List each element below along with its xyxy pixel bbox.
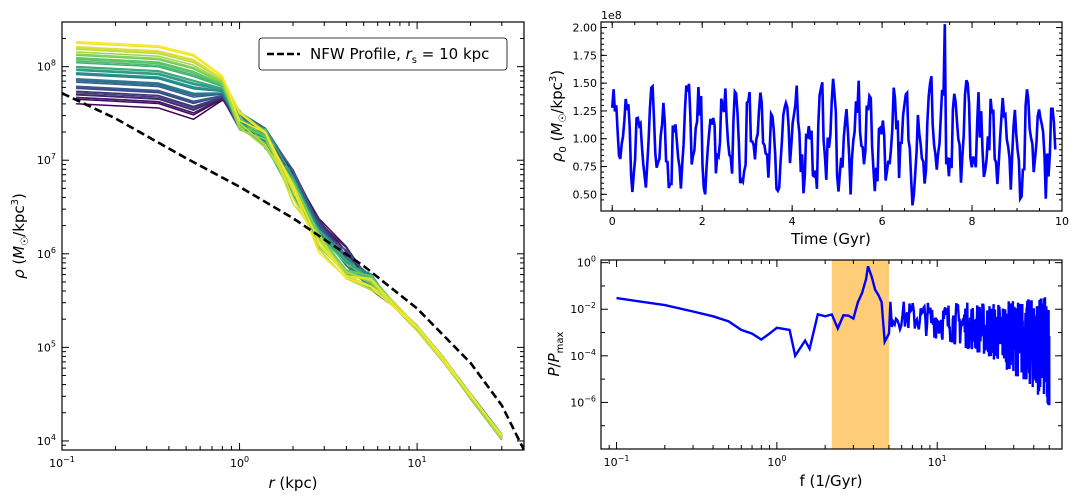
y-tick-label-c: 10−2 <box>570 301 596 316</box>
y-tick-label-b: 0.75 <box>573 161 598 174</box>
y-axis-label-a: ρ (M☉/kpc3) <box>10 193 31 279</box>
y-offset-label-b: 1e8 <box>601 9 622 22</box>
y-tick-label-b: 0.50 <box>573 188 598 201</box>
density-profile-line <box>76 40 503 436</box>
y-tick-label-b: 1.25 <box>573 105 598 118</box>
x-tick-label-c: 10−1 <box>604 454 630 469</box>
x-tick-label-a: 100 <box>230 455 249 470</box>
y-tick-label-b: 1.50 <box>573 77 598 90</box>
y-tick-label-a: 108 <box>37 59 56 74</box>
power-spectrum-panel: 10−1 100 101 10−6 10−4 10−2 100 f (1/Gyr) P/Pm… <box>545 255 1063 490</box>
y-tick-label-a: 106 <box>37 246 56 261</box>
nfw-profile-line <box>62 92 524 450</box>
x-tick-label-c: 100 <box>767 454 786 469</box>
x-axis-label-c: f (1/Gyr) <box>799 472 862 490</box>
y-tick-label-c: 10−6 <box>570 394 596 409</box>
plot-area-a <box>62 22 524 450</box>
legend-box <box>258 37 508 71</box>
x-tick-label-b: 0 <box>609 215 616 228</box>
y-tick-label-c: 10−4 <box>570 348 596 363</box>
plot-frame-c <box>600 259 1063 450</box>
legend-nfw-label: NFW Profile, rs = 10 kpc <box>310 45 489 66</box>
y-tick-label-a: 104 <box>37 433 56 448</box>
x-tick-label-a: 101 <box>408 455 427 470</box>
y-tick-label-b: 2.00 <box>573 22 598 35</box>
y-tick-label-b: 1.75 <box>573 49 598 62</box>
density-profile-panel: 10−1 100 101 104 105 106 107 108 r (kpc) ρ (M☉/… <box>10 21 525 492</box>
y-tick-label-a: 105 <box>37 339 56 354</box>
x-tick-label-c: 101 <box>928 454 947 469</box>
y-axis-label-c: P/Pmax <box>545 331 566 376</box>
legend: NFW Profile, rs = 10 kpc <box>258 37 508 71</box>
y-tick-label-c: 100 <box>577 255 596 270</box>
y-tick-label-b: 1.00 <box>573 133 598 146</box>
x-tick-label-b: 8 <box>969 215 976 228</box>
central-density-line <box>610 24 1057 206</box>
x-tick-label-a: 10−1 <box>49 455 75 470</box>
frequency-band <box>831 260 889 449</box>
y-axis-label-b: ρ0 (M☉/kpc3) <box>548 70 569 162</box>
power-spectrum-line <box>616 265 1051 406</box>
x-tick-label-b: 10 <box>1055 215 1069 228</box>
central-density-panel: 0 2 4 6 8 100.500.751.001.251.501.752.00 1e8 … <box>548 9 1069 248</box>
x-axis-label-a: r (kpc) <box>268 474 317 492</box>
x-axis-label-b: Time (Gyr) <box>790 230 871 248</box>
y-tick-label-a: 107 <box>37 152 56 167</box>
x-tick-label-b: 2 <box>699 215 706 228</box>
x-tick-label-b: 4 <box>789 215 796 228</box>
x-tick-label-b: 6 <box>879 215 886 228</box>
plot-area-c <box>601 260 1062 449</box>
